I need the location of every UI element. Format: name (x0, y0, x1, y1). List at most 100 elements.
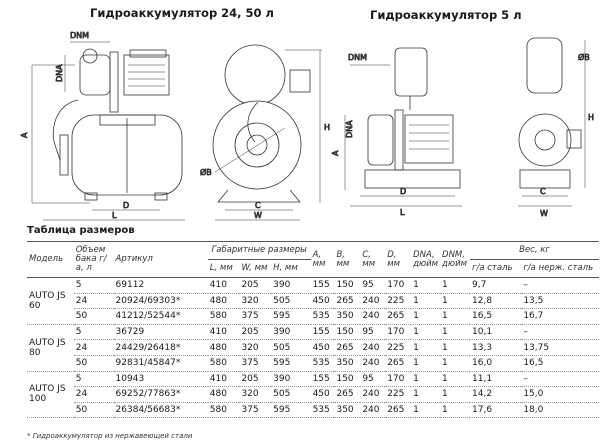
table-cell: 1 (440, 386, 470, 403)
table-cell: 450 (310, 386, 335, 403)
table-row: AUTO JS 80 5 36729 410 205 390 155 150 95 170 1 1 10… (27, 324, 599, 372)
table-cell: 1 (440, 339, 470, 356)
table-cell: 480 (207, 293, 240, 310)
table-cell: 350 (334, 308, 361, 325)
table-cell: 16,7 (521, 308, 599, 325)
table-cell: 20924/69303* (113, 293, 208, 310)
table-cell: 375 (239, 402, 272, 419)
table-cell: 69112 (113, 277, 208, 294)
table-row: 50 41212/52544* 580 375 595 535 350 240 265 1 1 16,… (27, 308, 599, 325)
table-cell: 450 (310, 293, 335, 310)
table-cell: 1 (440, 371, 470, 388)
table-cell: 36729 (113, 324, 208, 341)
model-cell: AUTO JS 60 (27, 277, 74, 325)
table-cell: 13,3 (470, 339, 522, 356)
header-weight: Вес, кг (470, 241, 599, 260)
table-cell: 50 (73, 402, 114, 419)
table-cell: 265 (385, 355, 412, 372)
front-view-24-50 (212, 44, 322, 221)
label-l: L (112, 211, 117, 220)
header-c: C, мм (360, 241, 386, 278)
table-cell: 1 (411, 293, 441, 310)
table-cell: – (521, 324, 599, 341)
table-cell: 410 (207, 277, 240, 294)
table-cell: 580 (207, 402, 240, 419)
table-cell: 150 (334, 324, 361, 341)
table-cell: 240 (360, 355, 386, 372)
table-cell: 1 (440, 277, 470, 294)
table-cell: 41212/52544* (113, 308, 208, 325)
table-cell: 1 (440, 324, 470, 341)
header-dna: DNA, дюйм (411, 241, 441, 278)
table-cell: 390 (271, 277, 311, 294)
drawing-title-24-50: Гидроаккумулятор 24, 50 л (90, 6, 274, 20)
label-b-5: ØB (578, 52, 590, 62)
table-cell: 535 (310, 402, 335, 419)
label-d-5: D (400, 187, 406, 196)
table-cell: 69252/77863* (113, 386, 208, 403)
table-cell: 9,7 (470, 277, 522, 294)
table-cell: 50 (73, 355, 114, 372)
table-cell: 1 (440, 293, 470, 310)
table-cell: 16,0 (470, 355, 522, 372)
table-cell: 580 (207, 355, 240, 372)
dimensions-table: Модель Объем бака г/а, л Артикул Габарит… (27, 241, 599, 419)
table-cell: 24429/26418* (113, 339, 208, 356)
label-c-5: C (540, 187, 546, 196)
table-cell: 410 (207, 324, 240, 341)
table-cell: 240 (360, 308, 386, 325)
label-c: C (255, 201, 261, 210)
table-cell: 240 (360, 402, 386, 419)
table-cell: 150 (334, 371, 361, 388)
table-cell: 350 (334, 355, 361, 372)
table-cell: 95 (360, 371, 386, 388)
table-cell: 50 (73, 308, 114, 325)
table-cell: 265 (334, 339, 361, 356)
label-l-5: L (400, 208, 405, 217)
table-cell: 13,5 (521, 293, 599, 310)
header-h: H, мм (271, 259, 311, 278)
model-cell: AUTO JS 100 (27, 371, 74, 419)
side-view-24-50 (31, 41, 185, 221)
header-d: D, мм (385, 241, 412, 278)
header-weight-stainless: г/а нерж. сталь (521, 259, 599, 278)
table-cell: 95 (360, 324, 386, 341)
table-cell: 1 (440, 402, 470, 419)
table-cell: 155 (310, 371, 335, 388)
table-cell: 390 (271, 324, 311, 341)
label-dnm: DNM (70, 31, 89, 40)
label-b: ØB (200, 167, 212, 177)
table-cell: 24 (73, 386, 114, 403)
table-cell: 375 (239, 308, 272, 325)
header-volume: Объем бака г/а, л (73, 241, 114, 278)
table-cell: 265 (385, 308, 412, 325)
table-cell: 535 (310, 308, 335, 325)
table-cell: 24 (73, 293, 114, 310)
table-cell: 12,8 (470, 293, 522, 310)
table-cell: 1 (411, 324, 441, 341)
table-cell: 595 (271, 355, 311, 372)
header-article: Артикул (113, 241, 208, 278)
label-h-5: H (588, 113, 594, 122)
table-cell: 1 (440, 308, 470, 325)
table-title: Таблица размеров (27, 225, 135, 236)
table-row: AUTO JS 100 5 10943 410 205 390 155 150 95 170 1 1 1… (27, 371, 599, 419)
table-cell: 450 (310, 339, 335, 356)
header-overall: Габаритные размеры (207, 241, 311, 260)
table-cell: 205 (239, 277, 272, 294)
header-w: W, мм (239, 259, 272, 278)
label-h: H (324, 123, 330, 132)
front-view-5 (518, 37, 586, 207)
table-cell: 5 (73, 324, 114, 341)
table-cell: 18,0 (521, 402, 599, 419)
table-cell: 225 (385, 339, 412, 356)
table-cell: 225 (385, 293, 412, 310)
table-cell: 13,75 (521, 339, 599, 356)
table-cell: 155 (310, 324, 335, 341)
table-cell: 150 (334, 277, 361, 294)
table-cell: 505 (271, 386, 311, 403)
table-cell: 170 (385, 324, 412, 341)
table-cell: 16,5 (521, 355, 599, 372)
table-cell: 350 (334, 402, 361, 419)
table-cell: 240 (360, 293, 386, 310)
